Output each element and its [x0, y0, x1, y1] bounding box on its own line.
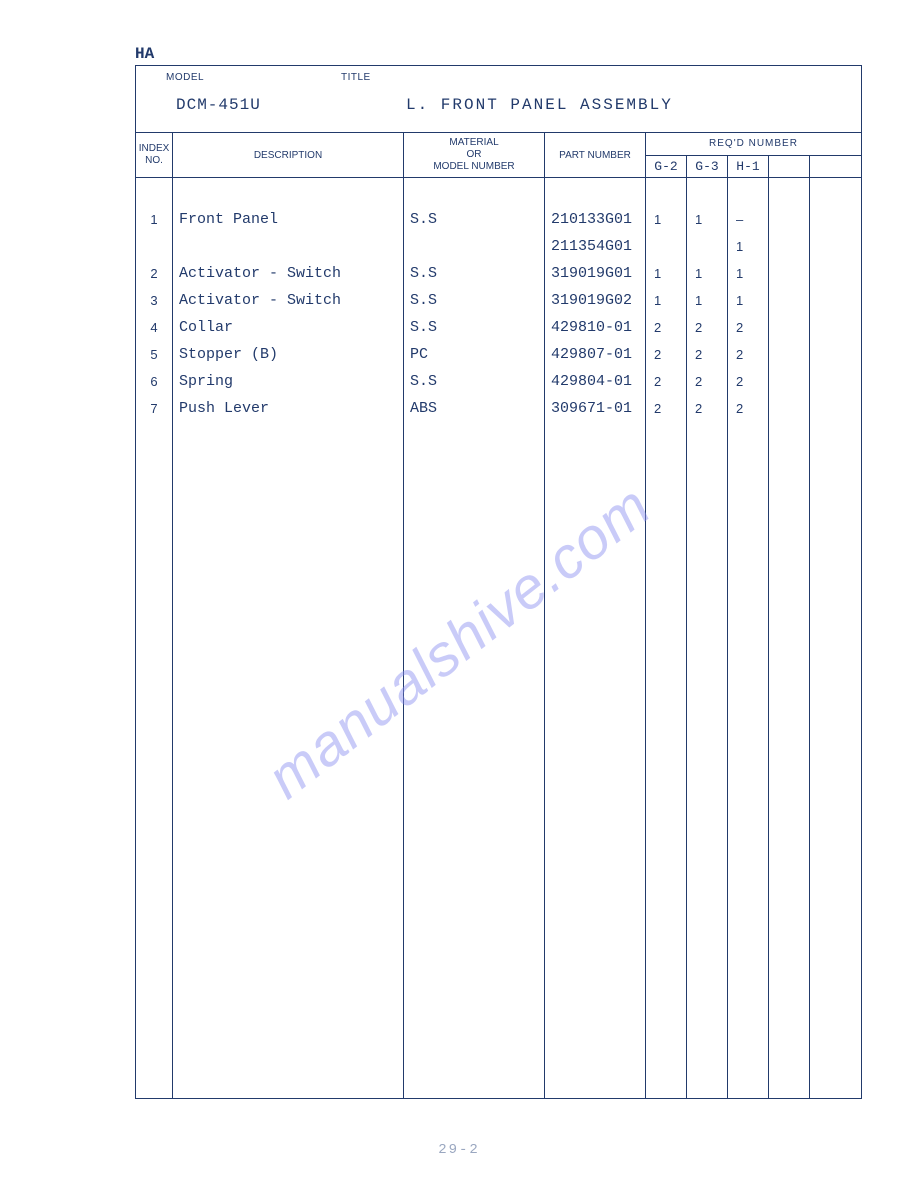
cell-mat: S.S	[404, 368, 544, 395]
cell-index: 3	[136, 287, 172, 314]
cell-index: 1	[136, 206, 172, 233]
cell-index: 5	[136, 341, 172, 368]
cell-desc: Push Lever	[173, 395, 403, 422]
cell-r1: 2	[646, 395, 686, 422]
cell-mat: ABS	[404, 395, 544, 422]
cell-part: 210133G01	[545, 206, 645, 233]
cell-r3: 2	[728, 314, 768, 341]
body-col-description: Front Panel Activator - Switch Activator…	[173, 178, 404, 1098]
col-index-l2: NO.	[145, 155, 163, 167]
cell-desc: Front Panel	[173, 206, 403, 233]
cell-desc: Stopper (B)	[173, 341, 403, 368]
title-value: L. FRONT PANEL ASSEMBLY	[406, 96, 673, 114]
cell-index: 2	[136, 260, 172, 287]
col-req-h1: H-1	[728, 156, 769, 178]
cell-part: 429807-01	[545, 341, 645, 368]
cell-r1: 2	[646, 314, 686, 341]
cell-r1: 2	[646, 341, 686, 368]
cell-r2	[687, 233, 727, 260]
col-req-g3: G-3	[687, 156, 728, 178]
body-col-index: 1 2 3 4 5 6 7	[136, 178, 173, 1098]
cell-r2: 2	[687, 314, 727, 341]
cell-r3: 1	[728, 260, 768, 287]
parts-table: MODEL TITLE DCM-451U L. FRONT PANEL ASSE…	[135, 65, 862, 1099]
col-material-l2: OR	[467, 149, 482, 161]
cell-r2: 2	[687, 368, 727, 395]
cell-r2: 1	[687, 206, 727, 233]
cell-r3: 2	[728, 368, 768, 395]
col-index-l1: INDEX	[139, 143, 170, 155]
col-reqd-sub: G-2 G-3 H-1	[646, 156, 861, 178]
cell-r1: 1	[646, 260, 686, 287]
cell-part: 319019G02	[545, 287, 645, 314]
col-req-blank1	[769, 156, 810, 178]
cell-part: 211354G01	[545, 233, 645, 260]
cell-index: 7	[136, 395, 172, 422]
cell-r2: 2	[687, 341, 727, 368]
col-req-blank2	[810, 156, 861, 178]
col-reqd-label: REQ'D NUMBER	[646, 133, 861, 156]
cell-part: 319019G01	[545, 260, 645, 287]
cell-r1: 1	[646, 206, 686, 233]
table-header: MODEL TITLE DCM-451U L. FRONT PANEL ASSE…	[136, 66, 861, 133]
cell-mat: S.S	[404, 287, 544, 314]
cell-part: 309671-01	[545, 395, 645, 422]
cell-desc: Activator - Switch	[173, 260, 403, 287]
column-header-row: INDEX NO. DESCRIPTION MATERIAL OR MODEL …	[136, 133, 861, 178]
body-col-g2: 1 1 1 2 2 2 2	[646, 178, 687, 1098]
cell-mat: PC	[404, 341, 544, 368]
col-material: MATERIAL OR MODEL NUMBER	[404, 133, 545, 177]
title-label: TITLE	[341, 72, 371, 83]
col-req-g2: G-2	[646, 156, 687, 178]
cell-r1: 2	[646, 368, 686, 395]
page-container: HA MODEL TITLE DCM-451U L. FRONT PANEL A…	[135, 45, 860, 1099]
cell-r3: –	[728, 206, 768, 233]
col-index: INDEX NO.	[136, 133, 173, 177]
cell-desc: Collar	[173, 314, 403, 341]
col-part-number: PART NUMBER	[545, 133, 646, 177]
cell-r2: 1	[687, 287, 727, 314]
body-col-material: S.S S.S S.S S.S PC S.S ABS	[404, 178, 545, 1098]
body-col-part: 210133G01 211354G01 319019G01 319019G02 …	[545, 178, 646, 1098]
cell-r1: 1	[646, 287, 686, 314]
col-material-l3: MODEL NUMBER	[433, 161, 514, 173]
cell-r3: 2	[728, 395, 768, 422]
cell-r3: 1	[728, 233, 768, 260]
cell-r1	[646, 233, 686, 260]
cell-desc: Activator - Switch	[173, 287, 403, 314]
page-number: 29-2	[438, 1142, 480, 1158]
cell-mat: S.S	[404, 206, 544, 233]
cell-mat: S.S	[404, 260, 544, 287]
cell-part: 429804-01	[545, 368, 645, 395]
body-col-g3: 1 1 1 2 2 2 2	[687, 178, 728, 1098]
cell-r2: 2	[687, 395, 727, 422]
model-label: MODEL	[166, 72, 204, 83]
col-material-l1: MATERIAL	[449, 137, 498, 149]
body-col-h1: – 1 1 1 2 2 2 2	[728, 178, 769, 1098]
cell-r2: 1	[687, 260, 727, 287]
col-description: DESCRIPTION	[173, 133, 404, 177]
cell-index: 6	[136, 368, 172, 395]
corner-label: HA	[135, 45, 860, 63]
cell-index	[136, 233, 172, 260]
cell-desc: Spring	[173, 368, 403, 395]
col-reqd-number: REQ'D NUMBER G-2 G-3 H-1	[646, 133, 861, 177]
body-col-blank2	[810, 178, 861, 1098]
cell-desc	[173, 233, 403, 260]
cell-r3: 2	[728, 341, 768, 368]
cell-index: 4	[136, 314, 172, 341]
body-col-blank1	[769, 178, 810, 1098]
cell-mat	[404, 233, 544, 260]
cell-r3: 1	[728, 287, 768, 314]
cell-part: 429810-01	[545, 314, 645, 341]
cell-mat: S.S	[404, 314, 544, 341]
table-body: 1 2 3 4 5 6 7 Front Panel Activator - Sw…	[136, 178, 861, 1098]
model-value: DCM-451U	[176, 96, 261, 114]
